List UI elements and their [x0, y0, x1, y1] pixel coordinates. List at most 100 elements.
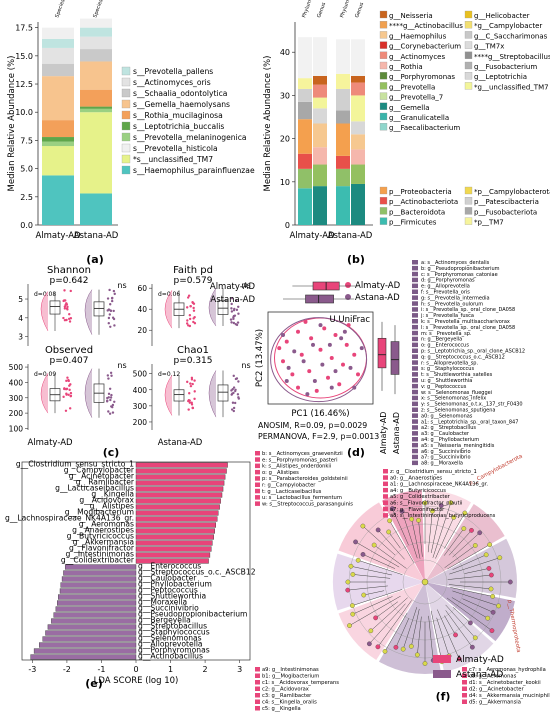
data-point: [232, 309, 236, 312]
data-point: [284, 379, 289, 383]
data-point: [109, 325, 112, 328]
bar-segment: [313, 108, 327, 124]
data-point: [296, 385, 300, 390]
data-point: [322, 326, 327, 331]
feature-label: g__Anaerostipes: [72, 526, 134, 535]
box-iqr: [49, 300, 61, 315]
bar-segment: [298, 168, 312, 189]
legend-label: s__Schaalia_odontolytica: [133, 89, 227, 98]
data-point: [232, 374, 235, 378]
branch: [451, 597, 488, 619]
clade-wedge: [425, 538, 517, 598]
bar-segment: [42, 38, 74, 48]
feature-label: g__Bergeyella: [138, 616, 191, 625]
data-point: [62, 316, 65, 320]
bar-segment: [313, 84, 327, 98]
bar-segment: [42, 76, 74, 121]
clade-node: [497, 555, 503, 561]
data-point: [107, 316, 111, 320]
legend-label: a3: g__Caulobacter: [421, 431, 470, 437]
clade-node: [461, 526, 467, 531]
panel-a-stacked-species-chart: 0.0 2.5 5.0 7.5 10.0 12.5 15.0 17.5 Median Relat…: [7, 0, 255, 241]
legend-swatch: [383, 513, 388, 518]
legend-label: b1: g__Mogibacterium: [262, 674, 319, 680]
legend-label: c1: s__Acidovorax_temperans: [262, 680, 339, 686]
legend-swatch: [255, 451, 260, 456]
data-point: [107, 377, 110, 380]
clade-node: [490, 594, 496, 599]
legend-swatch: [255, 463, 260, 469]
data-point: [341, 362, 345, 367]
legend-swatch: [383, 487, 388, 493]
lda-bar: [42, 636, 137, 642]
data-point: [193, 397, 196, 401]
branch: [377, 529, 405, 560]
data-point: [320, 362, 325, 367]
significance-label: ns: [241, 281, 250, 290]
y-tick-label: 300: [9, 394, 24, 403]
significance-label: ns: [117, 281, 126, 290]
legend-swatch: [412, 354, 418, 359]
bar-segment: [80, 61, 112, 90]
data-point: [277, 346, 282, 351]
lda-bar: [135, 492, 223, 498]
data-point: [237, 380, 240, 383]
legend-label: t: s__Shuttleworthia_satelles: [421, 372, 493, 378]
legend-swatch: [383, 469, 388, 474]
y-tick-label: 12.5: [15, 80, 33, 89]
legend-label: g: s__Prevotella_intermedia: [421, 295, 490, 301]
confidence-ellipse: [270, 317, 368, 403]
bar-segment: [80, 49, 112, 62]
feature-label: g__Campylobacter: [64, 466, 135, 475]
lda-bar: [33, 648, 137, 654]
legend-swatch: [412, 295, 418, 300]
branch: [445, 604, 476, 639]
branch: [363, 590, 385, 596]
data-point: [230, 307, 233, 310]
legend-label: k: s__Alistipes_onderdonkii: [262, 464, 331, 470]
legend-swatch: [464, 61, 473, 70]
y-tick-label: 17.5: [15, 24, 33, 33]
clade-node: [408, 643, 414, 649]
branch: [373, 544, 407, 569]
bar-segment: [351, 95, 365, 122]
panel-label-e: (e): [85, 677, 103, 690]
legend-swatch: [383, 506, 388, 512]
bar-top-label: Species: [92, 0, 104, 19]
lda-bar: [135, 534, 214, 540]
legend-label: a1: s__Leptotrichia_sp._oral_taxon_847: [421, 419, 518, 425]
branch: [430, 610, 443, 662]
bar-segment: [336, 110, 350, 124]
legend-swatch: [255, 693, 260, 698]
bar-segment: [80, 89, 112, 107]
legend-swatch: [412, 454, 418, 460]
data-point: [110, 299, 114, 303]
y-tick-label: 20: [137, 326, 147, 335]
y-tick-label: 5.0: [20, 165, 33, 174]
legend-label: a7: g__Succinivibrio: [421, 455, 471, 461]
data-point: [187, 408, 190, 411]
legend-label: a8: g__Moraxella: [421, 461, 463, 467]
clade-node: [409, 516, 414, 522]
clade-node: [387, 518, 392, 524]
bar-segment: [298, 37, 312, 79]
clade-label: p__Thermoproteota: [506, 599, 521, 653]
bar-top-label: Phylum: [339, 0, 351, 19]
legend-label: p__Proteobacteria: [389, 188, 452, 196]
data-point: [352, 352, 357, 357]
legend-swatch: [412, 342, 418, 348]
branch: [388, 531, 401, 549]
legend-label: i: s__Prevotella_sp._oral_clone_DA058: [421, 307, 515, 313]
branch: [450, 587, 493, 597]
data-point: [312, 379, 317, 383]
legend-swatch: [379, 92, 388, 100]
legend-swatch: [464, 207, 473, 215]
legend-swatch: [379, 51, 388, 59]
feature-label: g__Shuttleworthia: [138, 592, 206, 601]
bar-segment: [80, 36, 112, 50]
data-point: [234, 299, 238, 302]
feature-label: g__Clostridium_sensu_stricto_1: [16, 460, 134, 469]
clade-node: [414, 652, 420, 658]
data-point: [326, 375, 330, 380]
x-tick-label: 1: [168, 665, 173, 674]
